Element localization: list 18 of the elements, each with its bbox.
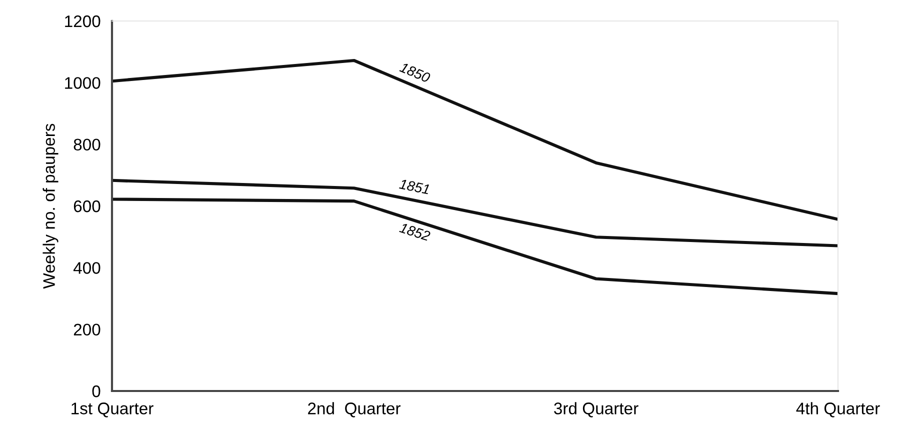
y-tick-label: 400 — [73, 262, 100, 274]
x-tick-label: 4th Quarter — [796, 402, 880, 418]
text: 1851 — [398, 178, 430, 194]
line-series — [112, 198, 838, 296]
line-series — [112, 178, 838, 248]
text: 1850 — [399, 62, 431, 83]
text: 1852 — [398, 222, 431, 242]
x-tick-label: 2nd Quarter — [308, 402, 401, 418]
y-tick-label: 200 — [74, 324, 100, 336]
y-tick-label: 800 — [74, 138, 100, 151]
y-tick-label: 1000 — [65, 77, 100, 89]
x-tick-label: 3rd Quarter — [554, 402, 638, 418]
x-tick-label: 1st Quarter — [72, 402, 154, 418]
y-tick-label: 0 — [92, 385, 100, 398]
y-axis-title: Weekly no. of paupers — [42, 124, 58, 289]
line-series — [112, 58, 838, 221]
y-tick-label: 1200 — [65, 15, 100, 28]
y-tick-label: 600 — [74, 200, 100, 212]
